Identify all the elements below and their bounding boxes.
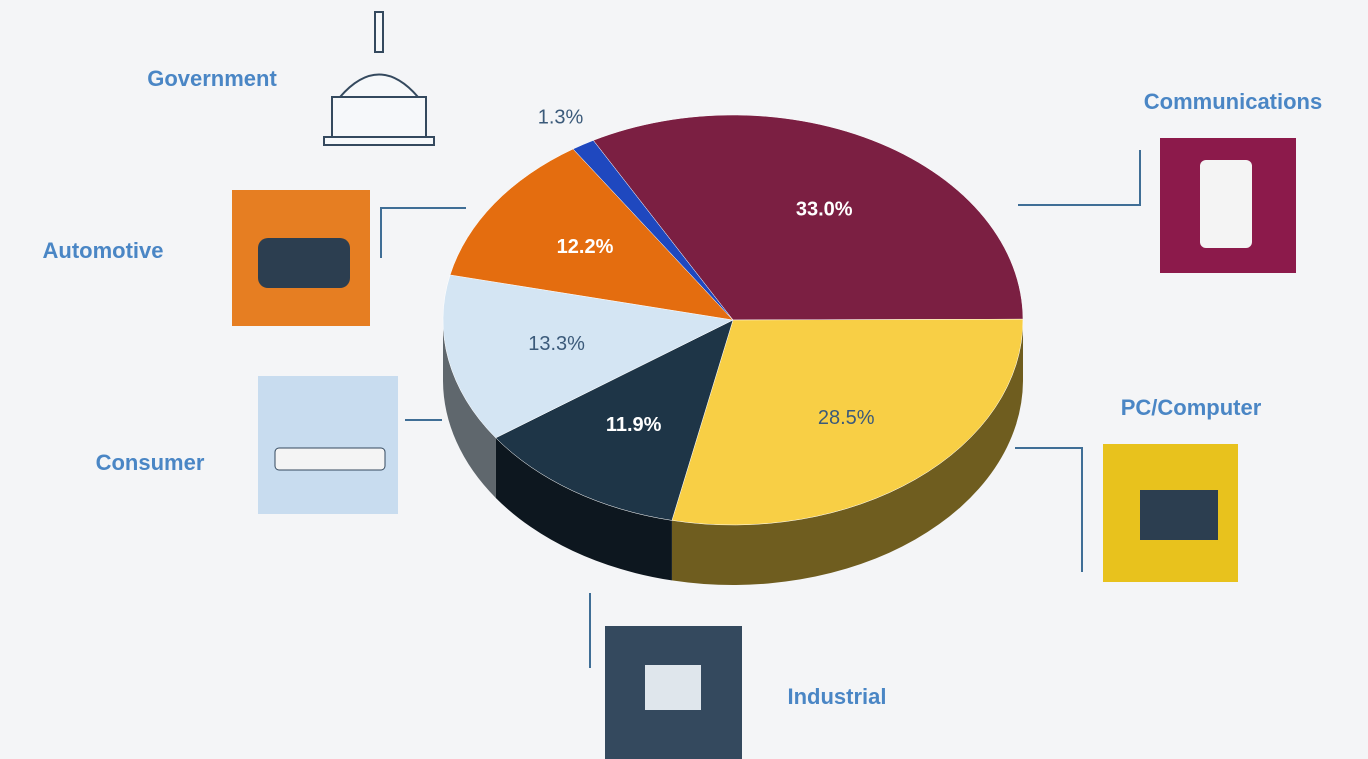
category-label: PC/Computer xyxy=(1121,395,1262,420)
pie-slice xyxy=(572,140,734,321)
value-label: 12.2% xyxy=(557,236,614,258)
monitor xyxy=(1140,490,1218,540)
pie-side xyxy=(671,320,1023,585)
category-label: Government xyxy=(147,66,277,91)
leader-line xyxy=(380,207,466,258)
category-label: Industrial xyxy=(787,684,886,709)
category-label: Communications xyxy=(1144,89,1322,114)
value-label: 28.5% xyxy=(818,407,875,429)
value-label: 33.0% xyxy=(796,199,853,221)
government-icon xyxy=(323,11,435,146)
pie-slice xyxy=(495,319,734,521)
pie-slice xyxy=(442,274,734,439)
leader-lines xyxy=(380,150,1141,668)
category-label: Automotive xyxy=(43,238,164,263)
pie-side xyxy=(495,437,672,581)
router xyxy=(274,447,386,471)
pie-slice xyxy=(449,148,734,321)
leader-line xyxy=(1018,150,1141,206)
server xyxy=(645,665,701,710)
value-label: 11.9% xyxy=(606,414,662,436)
pie-slice xyxy=(592,114,1024,321)
pie-sides xyxy=(443,320,1023,585)
phone xyxy=(1200,160,1252,248)
car xyxy=(258,238,350,288)
consumer-icon xyxy=(258,376,398,514)
category-label: Consumer xyxy=(96,450,205,475)
value-label: 1.3% xyxy=(538,106,584,128)
value-label: 13.3% xyxy=(528,333,585,355)
leader-line xyxy=(1015,447,1083,572)
pie-side xyxy=(443,320,496,498)
icons xyxy=(232,11,1296,759)
pie-slice xyxy=(671,318,1024,526)
